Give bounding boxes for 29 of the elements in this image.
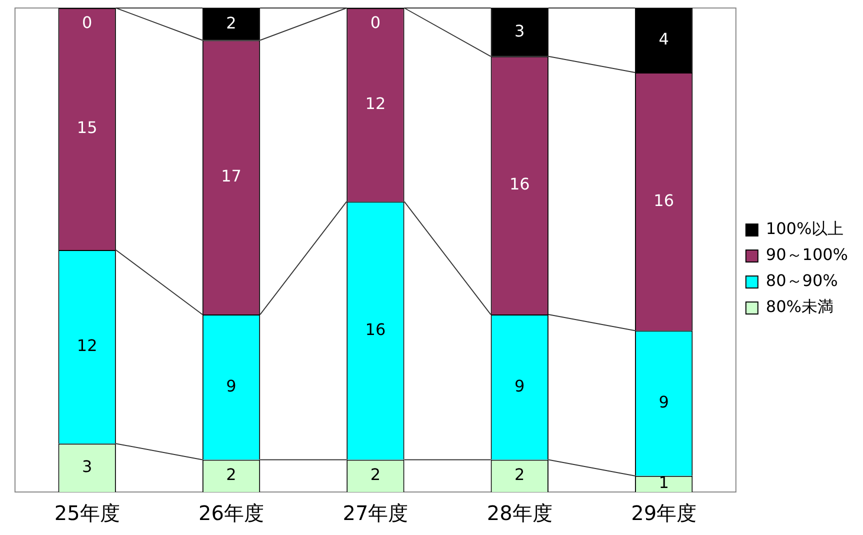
legend-label: 90～100% [766, 245, 848, 264]
data-label: 9 [226, 376, 236, 396]
data-label: 2 [370, 465, 381, 484]
data-label: 12 [76, 336, 98, 355]
x-tick-label: 25年度 [54, 501, 120, 526]
x-tick-label: 27年度 [342, 501, 408, 526]
data-label: 1 [658, 473, 669, 492]
data-label: 16 [509, 174, 530, 194]
data-label: 12 [365, 94, 386, 113]
data-label: 2 [226, 13, 236, 32]
data-label: 2 [226, 465, 236, 484]
legend-label: 100%以上 [766, 219, 844, 238]
data-label: 2 [514, 465, 525, 484]
data-label: 9 [658, 392, 669, 412]
x-tick-label: 29年度 [631, 501, 697, 526]
legend-label: 80%未満 [766, 297, 834, 316]
data-label: 4 [658, 29, 669, 48]
data-label: 17 [221, 166, 242, 186]
data-label: 0 [82, 13, 92, 32]
data-label: 9 [514, 376, 525, 396]
data-label: 3 [82, 456, 92, 476]
data-label: 16 [654, 190, 674, 210]
data-label: 0 [370, 13, 381, 32]
data-label: 15 [76, 118, 98, 138]
legend-label: 80～90% [766, 271, 838, 290]
x-tick-label: 28年度 [486, 501, 552, 526]
x-tick-label: 26年度 [198, 501, 264, 526]
data-label: 16 [365, 320, 386, 339]
data-label: 3 [514, 21, 525, 40]
